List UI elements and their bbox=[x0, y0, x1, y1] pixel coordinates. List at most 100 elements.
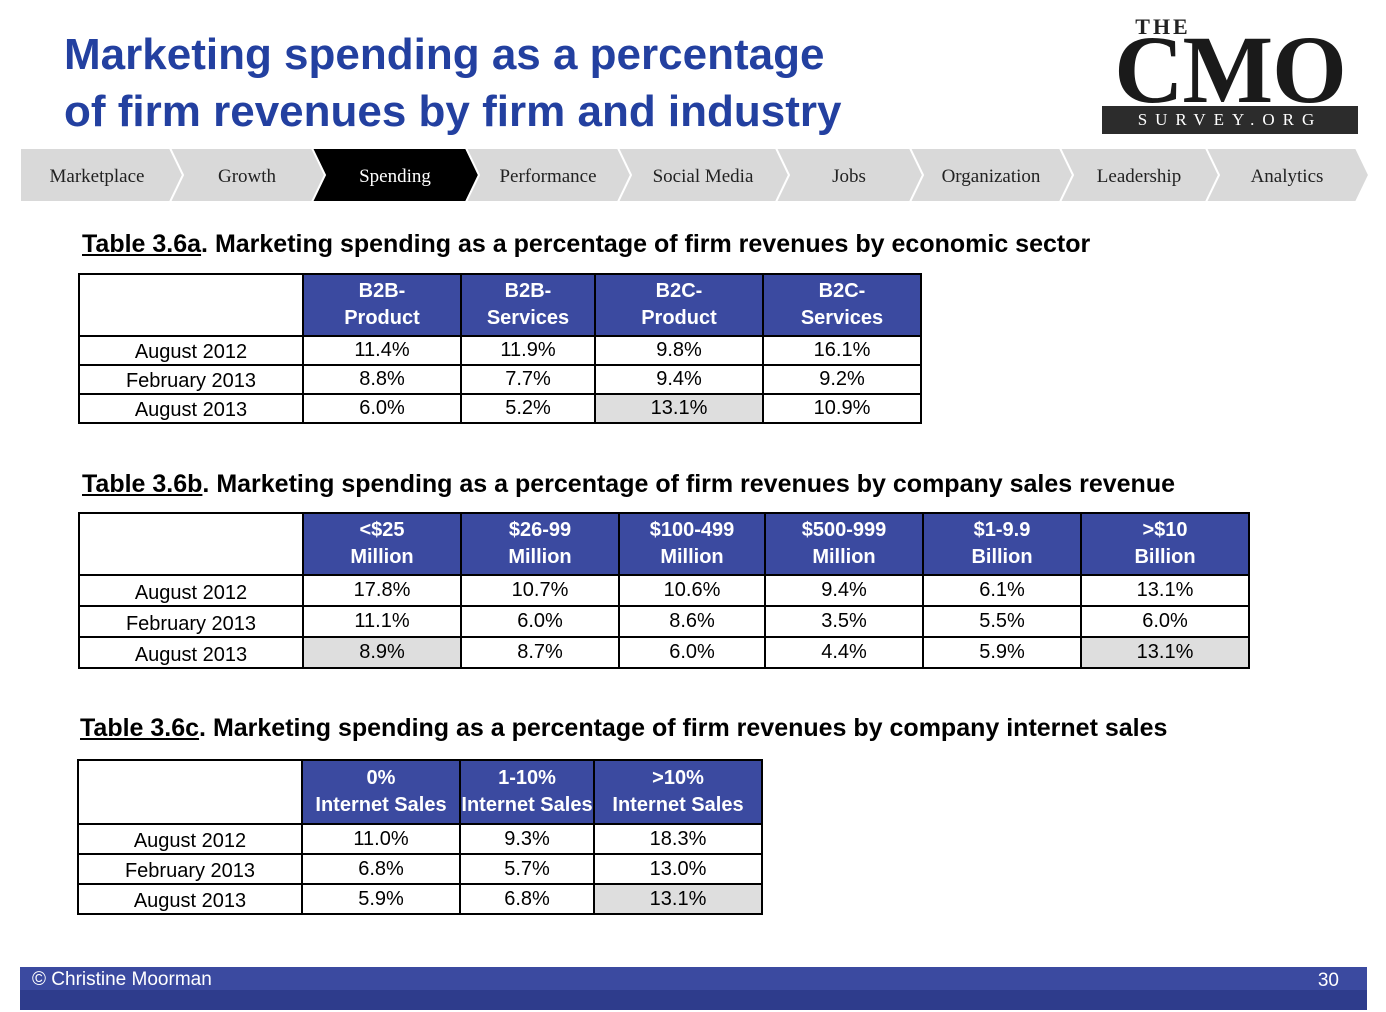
table-a: B2B- Product B2B- Services B2C- Product B2C- Se… bbox=[78, 273, 922, 424]
column-header-line: Internet Sales bbox=[612, 794, 744, 816]
table-a-caption: . Marketing spending as a percentage of … bbox=[201, 230, 1091, 258]
value-cell: 8.7% bbox=[460, 636, 620, 669]
column-header-line: >10% bbox=[652, 767, 704, 789]
column-header: >$10 Billion bbox=[1080, 512, 1250, 576]
column-header-line: Billion bbox=[1134, 546, 1196, 568]
column-header-line: Billion bbox=[971, 546, 1033, 568]
page-number: 30 bbox=[1317, 970, 1339, 991]
column-header: >10% Internet Sales bbox=[593, 759, 763, 825]
column-header: $100-499 Million bbox=[618, 512, 766, 576]
table-header-row: 0% Internet Sales 1-10% Internet Sales >10% I… bbox=[77, 759, 763, 825]
row-label: February 2013 bbox=[78, 605, 304, 638]
value-cell: 13.1% bbox=[594, 393, 764, 424]
column-header-line: Million bbox=[508, 546, 572, 568]
nav-tab-jobs[interactable]: Jobs bbox=[774, 147, 925, 203]
page-title: Marketing spending as a percentage of fi… bbox=[64, 26, 1044, 140]
column-header-line: Million bbox=[812, 546, 876, 568]
nav-tab-spending[interactable]: Spending bbox=[310, 147, 481, 203]
table-b-number: Table 3.6b bbox=[82, 470, 203, 498]
nav-tab-marketplace[interactable]: Marketplace bbox=[19, 147, 185, 203]
table-row: August 2012 17.8% 10.7% 10.6% 9.4% 6.1% 13.1% bbox=[78, 574, 1250, 607]
column-header-line: 1-10% bbox=[498, 767, 556, 789]
value-cell: 13.1% bbox=[1080, 574, 1250, 607]
value-cell: 5.9% bbox=[301, 883, 461, 915]
nav-tab-performance[interactable]: Performance bbox=[464, 147, 633, 203]
row-label: August 2013 bbox=[78, 636, 304, 669]
column-header: $1-9.9 Billion bbox=[922, 512, 1082, 576]
header-blank-cell bbox=[77, 759, 303, 825]
value-cell: 10.6% bbox=[618, 574, 766, 607]
column-header-line: Million bbox=[350, 546, 414, 568]
page-title-line2: of firm revenues by firm and industry bbox=[64, 87, 842, 136]
column-header-line: B2C- bbox=[655, 280, 703, 302]
table-c: 0% Internet Sales 1-10% Internet Sales >10% I… bbox=[77, 759, 763, 915]
value-cell: 9.4% bbox=[764, 574, 924, 607]
value-cell: 11.1% bbox=[302, 605, 462, 638]
value-cell: 11.4% bbox=[302, 335, 462, 366]
nav-tab-growth[interactable]: Growth bbox=[168, 147, 327, 203]
nav-tab-analytics[interactable]: Analytics bbox=[1204, 147, 1371, 203]
row-label: August 2013 bbox=[78, 393, 304, 424]
nav-tab-label: Organization bbox=[942, 166, 1041, 187]
nav-tab-label: Analytics bbox=[1251, 166, 1324, 187]
column-header-line: Internet Sales bbox=[461, 794, 593, 816]
column-header-line: >$10 bbox=[1142, 519, 1188, 541]
value-cell: 5.9% bbox=[922, 636, 1082, 669]
table-header-row: <$25 Million $26-99 Million $100-499 Million $… bbox=[78, 512, 1250, 576]
value-cell: 11.0% bbox=[301, 823, 461, 855]
nav-tab-label: Social Media bbox=[653, 166, 754, 187]
row-label: February 2013 bbox=[77, 853, 303, 885]
value-cell: 3.5% bbox=[764, 605, 924, 638]
column-header: $500-999 Million bbox=[764, 512, 924, 576]
value-cell: 13.1% bbox=[1080, 636, 1250, 669]
nav-tab-label: Growth bbox=[218, 166, 277, 187]
value-cell: 9.3% bbox=[459, 823, 595, 855]
column-header-line: $26-99 bbox=[508, 519, 572, 541]
nav-tab-organization[interactable]: Organization bbox=[908, 147, 1075, 203]
column-header: B2B- Product bbox=[302, 273, 462, 337]
column-header: $26-99 Million bbox=[460, 512, 620, 576]
column-header-line: Product bbox=[641, 307, 717, 329]
table-row: February 2013 8.8% 7.7% 9.4% 9.2% bbox=[78, 364, 922, 395]
value-cell: 11.9% bbox=[460, 335, 596, 366]
nav-tab-label: Spending bbox=[359, 166, 431, 187]
page-title-line1: Marketing spending as a percentage bbox=[64, 30, 825, 79]
value-cell: 6.1% bbox=[922, 574, 1082, 607]
column-header-line: $500-999 bbox=[801, 519, 887, 541]
table-c-number: Table 3.6c bbox=[80, 714, 200, 742]
value-cell: 9.8% bbox=[594, 335, 764, 366]
row-label: February 2013 bbox=[78, 364, 304, 395]
table-a-title: Table 3.6a. Marketing spending as a perc… bbox=[82, 230, 1090, 259]
value-cell: 10.7% bbox=[460, 574, 620, 607]
value-cell: 5.2% bbox=[460, 393, 596, 424]
footer-bar: © Christine Moorman 30 bbox=[20, 967, 1367, 1010]
value-cell: 6.0% bbox=[460, 605, 620, 638]
value-cell: 8.9% bbox=[302, 636, 462, 669]
column-header: 1-10% Internet Sales bbox=[459, 759, 595, 825]
value-cell: 5.5% bbox=[922, 605, 1082, 638]
value-cell: 13.0% bbox=[593, 853, 763, 885]
column-header-line: $100-499 bbox=[649, 519, 735, 541]
row-label: August 2012 bbox=[77, 823, 303, 855]
value-cell: 6.0% bbox=[618, 636, 766, 669]
table-b: <$25 Million $26-99 Million $100-499 Million $… bbox=[78, 512, 1250, 669]
value-cell: 9.4% bbox=[594, 364, 764, 395]
nav-tab-leadership[interactable]: Leadership bbox=[1058, 147, 1221, 203]
cmo-survey-logo: THE CMO SURVEY.ORG bbox=[1102, 14, 1358, 134]
column-header-line: Million bbox=[660, 546, 724, 568]
column-header-line: <$25 bbox=[359, 519, 405, 541]
section-navigation: Marketplace Growth Spending Performance Soci… bbox=[19, 147, 1371, 203]
column-header: B2B- Services bbox=[460, 273, 596, 337]
value-cell: 8.6% bbox=[618, 605, 766, 638]
logo-cmo: CMO bbox=[1114, 16, 1347, 123]
column-header-line: B2B- bbox=[504, 280, 552, 302]
column-header-line: Internet Sales bbox=[315, 794, 447, 816]
column-header-line: $1-9.9 bbox=[973, 519, 1031, 541]
row-label: August 2012 bbox=[78, 574, 304, 607]
value-cell: 7.7% bbox=[460, 364, 596, 395]
footer-copyright: © Christine Moorman bbox=[32, 969, 212, 990]
value-cell: 16.1% bbox=[762, 335, 922, 366]
nav-tab-social-media[interactable]: Social Media bbox=[616, 147, 791, 203]
logo-survey-bar: SURVEY.ORG bbox=[1102, 106, 1358, 134]
value-cell: 4.4% bbox=[764, 636, 924, 669]
